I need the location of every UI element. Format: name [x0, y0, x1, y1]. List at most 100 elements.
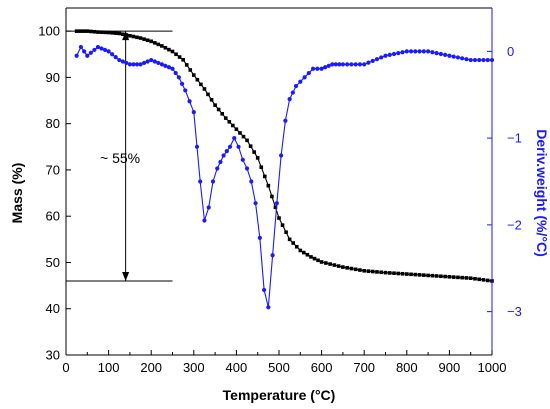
mass-point: [312, 256, 317, 261]
deriv-point: [400, 50, 405, 55]
deriv-point: [134, 62, 140, 67]
deriv-point: [333, 62, 338, 67]
deriv-point: [283, 118, 288, 123]
deriv-point: [274, 201, 279, 206]
deriv-point: [176, 75, 181, 80]
mass-point: [366, 269, 371, 273]
deriv-point: [337, 62, 342, 67]
deriv-point: [232, 136, 237, 141]
mass-point: [78, 29, 82, 33]
deriv-point: [224, 149, 229, 154]
mass-point: [85, 29, 90, 33]
deriv-point: [261, 287, 267, 293]
mass-point: [255, 156, 260, 160]
deriv-point: [455, 55, 461, 60]
mass-point: [121, 32, 125, 37]
deriv-point: [194, 144, 200, 149]
mass-point: [287, 237, 292, 242]
mass-point: [439, 274, 443, 279]
mass-point: [280, 223, 285, 227]
deriv-point: [357, 62, 363, 67]
mass-point: [110, 31, 114, 35]
mass-loss-annotation: ~ 55%: [100, 150, 140, 166]
x-tick-label: 300: [183, 360, 205, 375]
deriv-point: [99, 46, 104, 51]
axes-layer: 0 100 200 300 400 500 600 700 800 900 100030405060…: [38, 7, 522, 375]
mass-point: [405, 272, 409, 276]
mass-point: [238, 131, 242, 135]
mass-point: [387, 271, 392, 275]
deriv-point: [270, 253, 275, 258]
deriv-point: [430, 50, 435, 55]
deriv-point: [477, 57, 482, 63]
x-tick-label: 500: [268, 360, 290, 375]
x-tick-label: 100: [98, 360, 120, 375]
deriv-point: [221, 153, 226, 158]
mass-point: [332, 263, 337, 267]
mass-point: [131, 34, 136, 39]
mass-point: [409, 272, 413, 277]
deriv-point: [198, 179, 203, 184]
mass-point: [160, 44, 164, 48]
mass-point: [152, 41, 157, 45]
deriv-point: [257, 235, 262, 240]
deriv-point: [138, 62, 143, 67]
deriv-point: [290, 90, 295, 95]
mass-point: [284, 230, 288, 235]
mass-point: [413, 272, 418, 277]
mass-point: [345, 266, 349, 270]
x-tick-label: 200: [140, 360, 162, 375]
y-left-tick-label: 90: [46, 70, 60, 85]
mass-point: [248, 144, 253, 148]
mass-point: [336, 264, 341, 268]
deriv-point: [191, 110, 196, 115]
mass-point: [220, 111, 224, 116]
y-right-tick-label: −2: [507, 217, 522, 232]
y-left-tick-label: 70: [46, 162, 60, 177]
mass-point: [177, 55, 182, 59]
mass-point: [156, 42, 161, 47]
mass-point: [192, 73, 196, 77]
mass-point: [309, 255, 313, 259]
deriv-point: [293, 83, 299, 89]
mass-point: [270, 194, 274, 199]
mass-point: [451, 275, 456, 279]
mass-point: [252, 150, 256, 154]
mass-point: [302, 250, 306, 255]
mass-point: [456, 275, 460, 280]
mass-point: [447, 275, 452, 279]
mass-point: [341, 265, 345, 269]
mass-point: [245, 138, 249, 143]
deriv-point: [460, 56, 465, 61]
y-left-tick-label: 50: [46, 255, 60, 270]
labels-layer: Temperature (°C) Mass (%) Deriv.weight (…: [9, 129, 550, 403]
deriv-point: [120, 59, 125, 64]
deriv-point: [391, 51, 397, 57]
deriv-point: [113, 55, 118, 60]
mass-point: [167, 47, 171, 52]
mass-point: [206, 92, 210, 97]
deriv-point: [202, 218, 207, 223]
deriv-weight-series: [74, 44, 495, 310]
x-tick-label: 600: [311, 360, 333, 375]
deriv-point: [170, 66, 175, 71]
deriv-point: [485, 57, 490, 63]
mass-point: [96, 30, 100, 34]
deriv-point: [88, 50, 93, 55]
deriv-point: [215, 166, 220, 171]
mass-point: [181, 58, 185, 62]
deriv-point: [330, 62, 335, 67]
mass-point: [362, 268, 366, 273]
deriv-point: [159, 62, 164, 67]
mass-point: [128, 33, 132, 38]
deriv-point: [156, 60, 161, 66]
deriv-point: [302, 75, 307, 80]
mass-point: [396, 271, 401, 276]
mass-point: [92, 29, 97, 34]
y-axis-left-title: Mass (%): [9, 163, 25, 224]
deriv-point: [227, 144, 233, 149]
deriv-point: [349, 62, 354, 67]
deriv-point: [468, 57, 473, 63]
deriv-point: [366, 60, 371, 65]
mass-point: [81, 29, 86, 33]
